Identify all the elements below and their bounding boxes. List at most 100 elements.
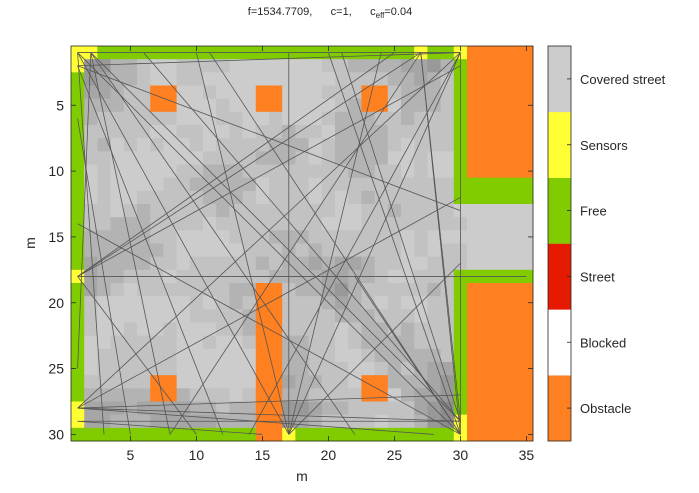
heatmap-cell — [229, 59, 243, 73]
heatmap-cell — [519, 414, 534, 429]
heatmap-cell — [321, 85, 336, 100]
heatmap-cell — [519, 177, 534, 192]
y-axis-label: m — [22, 237, 38, 249]
heatmap-cell — [467, 335, 481, 350]
heatmap-cell — [467, 151, 481, 165]
heatmap-cell — [71, 85, 85, 100]
heatmap-cell — [387, 177, 402, 192]
heatmap-cell — [269, 309, 283, 323]
heatmap-cell — [229, 138, 243, 152]
heatmap-cell — [440, 348, 455, 363]
heatmap-cell — [97, 348, 111, 363]
heatmap-cell — [229, 164, 243, 179]
heatmap-cell — [374, 230, 389, 244]
ray-line — [77, 65, 461, 211]
heatmap-cell — [150, 177, 164, 192]
heatmap-cell — [493, 401, 507, 416]
heatmap-cell — [414, 283, 428, 297]
heatmap-cell — [176, 309, 191, 323]
heatmap-cell — [71, 190, 85, 205]
heatmap-cell — [163, 164, 177, 179]
heatmap-cell — [308, 190, 323, 205]
heatmap-cell — [163, 230, 177, 244]
heatmap-cell — [137, 190, 151, 205]
heatmap-cell — [361, 283, 375, 297]
heatmap-cell — [97, 243, 111, 258]
heatmap-cell — [229, 151, 243, 165]
ray-line — [77, 394, 461, 409]
heatmap-cell — [480, 401, 494, 416]
ray-line — [288, 262, 461, 435]
heatmap-cell — [189, 388, 204, 402]
heatmap-cell — [374, 85, 389, 100]
heatmap-cell — [361, 151, 375, 165]
heatmap-cell — [519, 85, 534, 100]
heatmap-cell — [480, 362, 494, 376]
heatmap-cell — [427, 217, 441, 231]
heatmap-cell — [242, 85, 257, 100]
coverage-rays — [77, 52, 527, 435]
heatmap-cell — [480, 98, 494, 113]
heatmap-cell — [216, 230, 230, 244]
heatmap-cell — [440, 190, 455, 205]
heatmap-cell — [176, 85, 191, 100]
heatmap-cell — [189, 309, 204, 323]
heatmap-cell — [427, 151, 441, 165]
heatmap-cell — [440, 111, 455, 126]
heatmap-cell — [189, 256, 204, 271]
heatmap-cell — [493, 335, 507, 350]
heatmap-cell — [414, 177, 428, 192]
heatmap-cell — [176, 111, 191, 126]
heatmap-cell — [519, 217, 534, 231]
heatmap-cell — [269, 85, 283, 100]
heatmap-cell — [348, 348, 362, 363]
heatmap-cell — [493, 85, 507, 100]
heatmap-cell — [519, 335, 534, 350]
heatmap-cell — [414, 59, 428, 73]
heatmap-cell — [493, 177, 507, 192]
heatmap-cell — [295, 401, 309, 416]
heatmap-cell — [150, 164, 164, 179]
heatmap-cell — [97, 427, 111, 442]
heatmap-cell — [493, 309, 507, 323]
heatmap-cell — [163, 388, 177, 402]
heatmap-cell — [269, 125, 283, 139]
heatmap-cell — [427, 59, 441, 73]
heatmap-cell — [414, 401, 428, 416]
heatmap-cell — [335, 138, 349, 152]
heatmap-cell — [163, 85, 177, 100]
heatmap-cell — [493, 348, 507, 363]
heatmap-cell — [97, 125, 111, 139]
heatmap-cell — [269, 362, 283, 376]
heatmap-cell — [176, 427, 191, 442]
heatmap-cell — [308, 138, 323, 152]
heatmap-cell — [519, 375, 534, 389]
heatmap-cell — [321, 164, 336, 179]
colorbar-segment — [548, 309, 571, 376]
heatmap-cell — [414, 427, 428, 442]
heatmap-cell — [519, 388, 534, 402]
heatmap-cell — [308, 85, 323, 100]
heatmap-cell — [242, 164, 257, 179]
heatmap-cell — [308, 388, 323, 402]
heatmap-cell — [440, 362, 455, 376]
heatmap-cell — [480, 230, 494, 244]
heatmap-cell — [71, 309, 85, 323]
heatmap-cell — [203, 348, 217, 363]
ray-line — [90, 52, 461, 422]
heatmap-cell — [189, 98, 204, 113]
heatmap-cell — [467, 309, 481, 323]
heatmap-cell — [203, 335, 217, 350]
heatmap-cell — [467, 138, 481, 152]
heatmap-cell — [480, 190, 494, 205]
heatmap-cell — [467, 59, 481, 73]
heatmap-cell — [480, 309, 494, 323]
heatmap-cell — [242, 151, 257, 165]
heatmap-cell — [269, 296, 283, 310]
heatmap-cell — [361, 427, 375, 442]
heatmap-cell — [506, 204, 521, 218]
title-ceff-suffix: =0.04 — [384, 6, 413, 18]
ray-line — [77, 52, 461, 435]
heatmap-cell — [150, 204, 164, 218]
heatmap-cell — [123, 217, 138, 231]
